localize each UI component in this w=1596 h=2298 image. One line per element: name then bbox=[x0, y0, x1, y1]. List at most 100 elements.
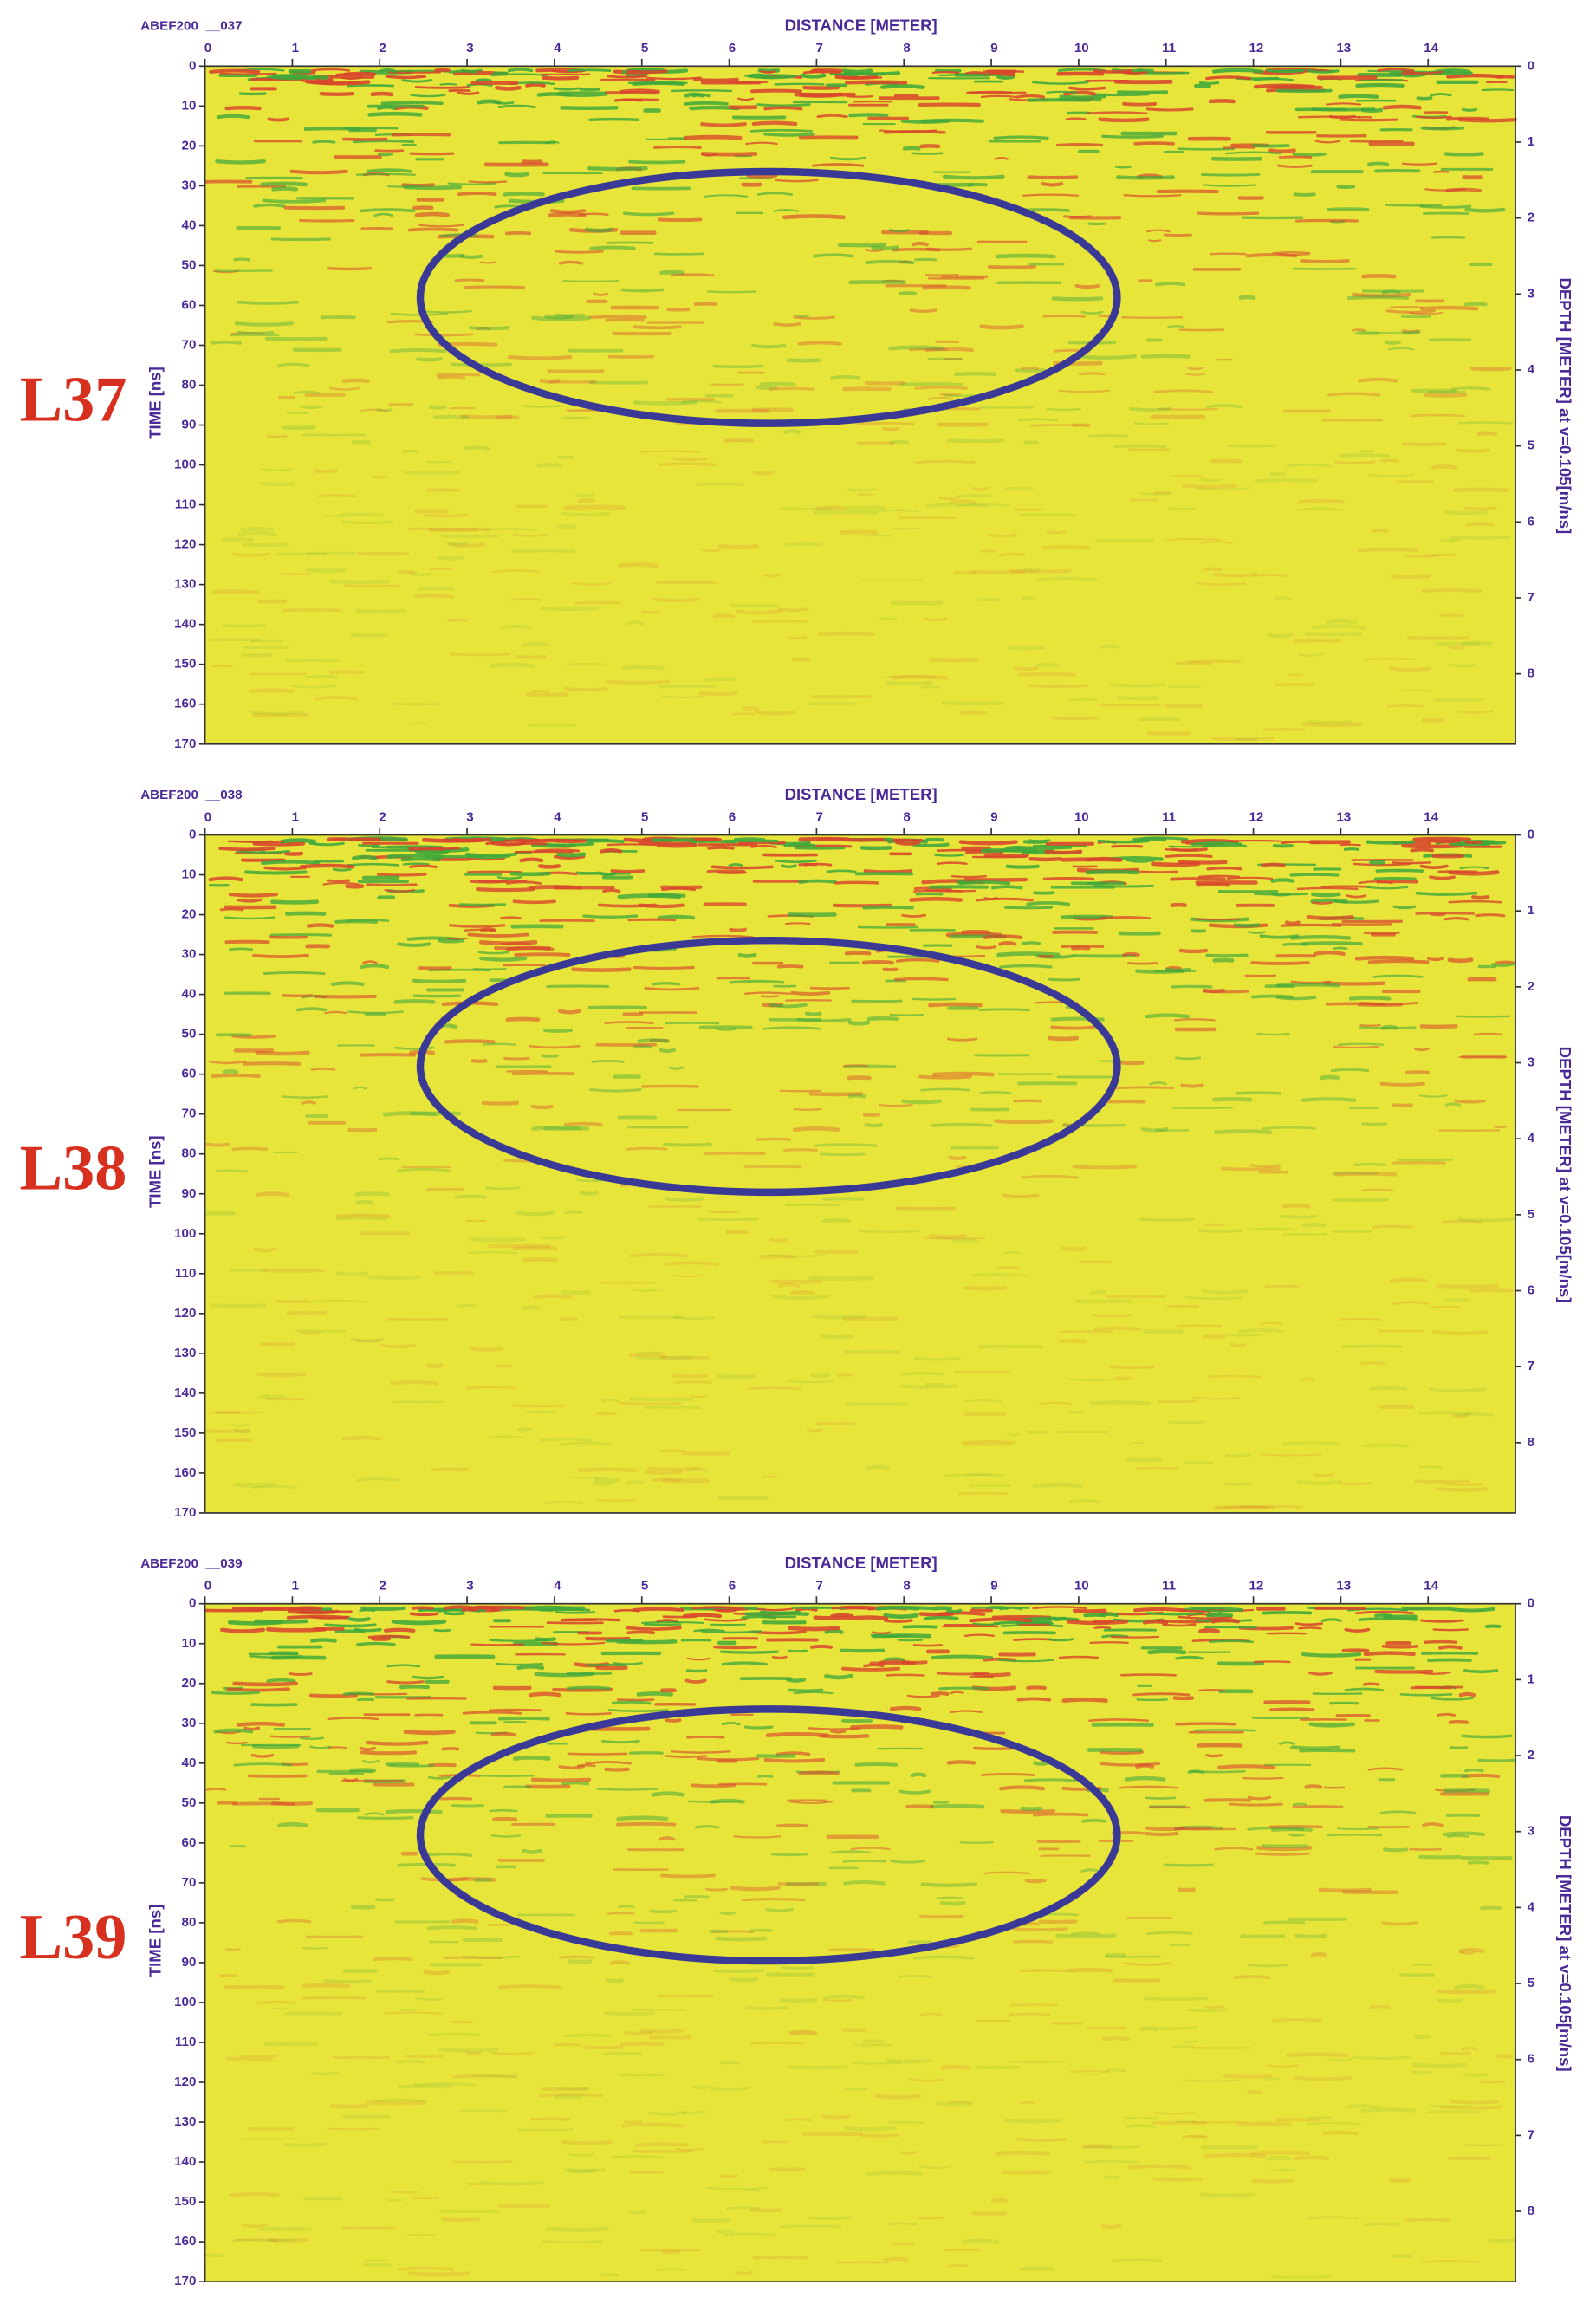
reflection bbox=[1490, 963, 1515, 968]
reflection bbox=[732, 712, 755, 716]
reflection bbox=[726, 2206, 760, 2210]
x-tick-label: 3 bbox=[466, 1578, 473, 1593]
y2-tick-label: 5 bbox=[1528, 438, 1535, 453]
reflection bbox=[684, 134, 743, 140]
reflection bbox=[567, 1752, 628, 1756]
reflection bbox=[554, 250, 604, 254]
x-tick-label: 14 bbox=[1424, 41, 1438, 55]
reflection bbox=[1372, 974, 1424, 978]
reflection bbox=[436, 555, 464, 561]
reflection bbox=[790, 2029, 818, 2035]
y2-tick-label: 6 bbox=[1528, 1283, 1534, 1298]
reflection bbox=[1042, 315, 1086, 318]
reflection bbox=[787, 2065, 847, 2070]
reflection bbox=[1254, 893, 1309, 896]
reflection bbox=[528, 1044, 581, 1049]
reflection bbox=[875, 2094, 922, 2100]
y-tick-label: 70 bbox=[182, 1875, 197, 1890]
reflection bbox=[488, 1435, 524, 1439]
reflection bbox=[1050, 1025, 1095, 1030]
y-tick-label: 130 bbox=[174, 2114, 196, 2129]
reflection bbox=[360, 1606, 406, 1612]
reflection bbox=[277, 362, 310, 367]
reflection bbox=[878, 509, 919, 513]
reflection bbox=[717, 1373, 756, 1379]
reflection bbox=[1296, 886, 1359, 891]
reflection bbox=[848, 113, 889, 118]
reflection bbox=[1139, 492, 1171, 496]
reflection bbox=[737, 952, 757, 958]
reflection bbox=[773, 209, 800, 212]
reflection bbox=[639, 2028, 685, 2035]
reflection bbox=[1204, 1223, 1223, 1226]
reflection bbox=[816, 114, 848, 119]
reflection bbox=[604, 1767, 630, 1772]
reflection bbox=[343, 584, 400, 588]
reflection bbox=[512, 899, 556, 905]
reflection bbox=[498, 1717, 550, 1721]
reflection bbox=[1119, 1785, 1178, 1789]
reflection bbox=[213, 1728, 254, 1734]
reflection bbox=[1055, 143, 1104, 146]
reflection bbox=[769, 1237, 788, 1243]
reflection bbox=[653, 252, 704, 256]
reflection bbox=[234, 321, 294, 327]
reflection bbox=[901, 1099, 942, 1105]
reflection bbox=[378, 153, 393, 157]
reflection bbox=[399, 1685, 430, 1690]
reflection bbox=[563, 1121, 603, 1126]
x-tick-label: 7 bbox=[816, 1578, 823, 1593]
reflection bbox=[948, 1155, 967, 1160]
reflection bbox=[1272, 251, 1311, 255]
reflection bbox=[894, 841, 921, 846]
y-axis-label: TIME [ns] bbox=[146, 1135, 165, 1208]
reflection bbox=[821, 2114, 851, 2120]
reflection bbox=[946, 1608, 963, 1613]
reflection bbox=[483, 1042, 516, 1046]
reflection bbox=[1055, 1933, 1117, 1938]
reflection bbox=[1015, 94, 1045, 99]
reflection bbox=[360, 964, 390, 970]
reflection bbox=[1123, 194, 1182, 198]
reflection bbox=[888, 2222, 917, 2226]
reflection bbox=[308, 1693, 359, 1698]
reflection bbox=[1248, 1227, 1294, 1230]
y2-tick-label: 4 bbox=[1528, 362, 1535, 377]
reflection bbox=[1470, 367, 1512, 372]
reflection bbox=[756, 192, 794, 196]
reflection bbox=[899, 382, 963, 386]
x-tick-label: 13 bbox=[1336, 41, 1351, 55]
reflection bbox=[1367, 1767, 1404, 1771]
y2-tick-label: 6 bbox=[1528, 2052, 1534, 2067]
reflection bbox=[961, 2238, 1000, 2244]
reflection bbox=[567, 2168, 606, 2173]
reflection bbox=[813, 253, 854, 258]
reflection bbox=[530, 843, 576, 848]
reflection bbox=[1149, 1081, 1167, 1086]
reflection bbox=[208, 876, 243, 882]
reflection bbox=[395, 2060, 425, 2064]
reflection bbox=[883, 129, 946, 134]
radargram-panel: ABEF200 __037 DISTANCE [METER]0 1 2 3 4 5 6 7 8 9 1… bbox=[20, 16, 1574, 751]
reflection bbox=[954, 372, 997, 376]
reflection bbox=[927, 396, 953, 400]
reflection bbox=[233, 840, 285, 843]
reflection bbox=[1313, 951, 1346, 956]
reflection bbox=[1463, 302, 1488, 307]
reflection bbox=[434, 68, 451, 73]
reflection bbox=[733, 837, 766, 841]
reflection bbox=[409, 722, 429, 725]
reflection bbox=[401, 79, 433, 83]
reflection bbox=[1444, 1102, 1462, 1107]
reflection bbox=[1002, 1250, 1022, 1255]
reflection bbox=[1089, 1400, 1152, 1406]
reflection bbox=[1163, 233, 1192, 237]
reflection bbox=[1013, 1939, 1054, 1944]
reflection bbox=[1198, 1628, 1220, 1633]
reflection bbox=[558, 260, 584, 265]
reflection bbox=[928, 657, 979, 663]
reflection bbox=[1022, 840, 1048, 844]
x-tick-label: 2 bbox=[379, 41, 386, 55]
reflection bbox=[892, 675, 949, 680]
